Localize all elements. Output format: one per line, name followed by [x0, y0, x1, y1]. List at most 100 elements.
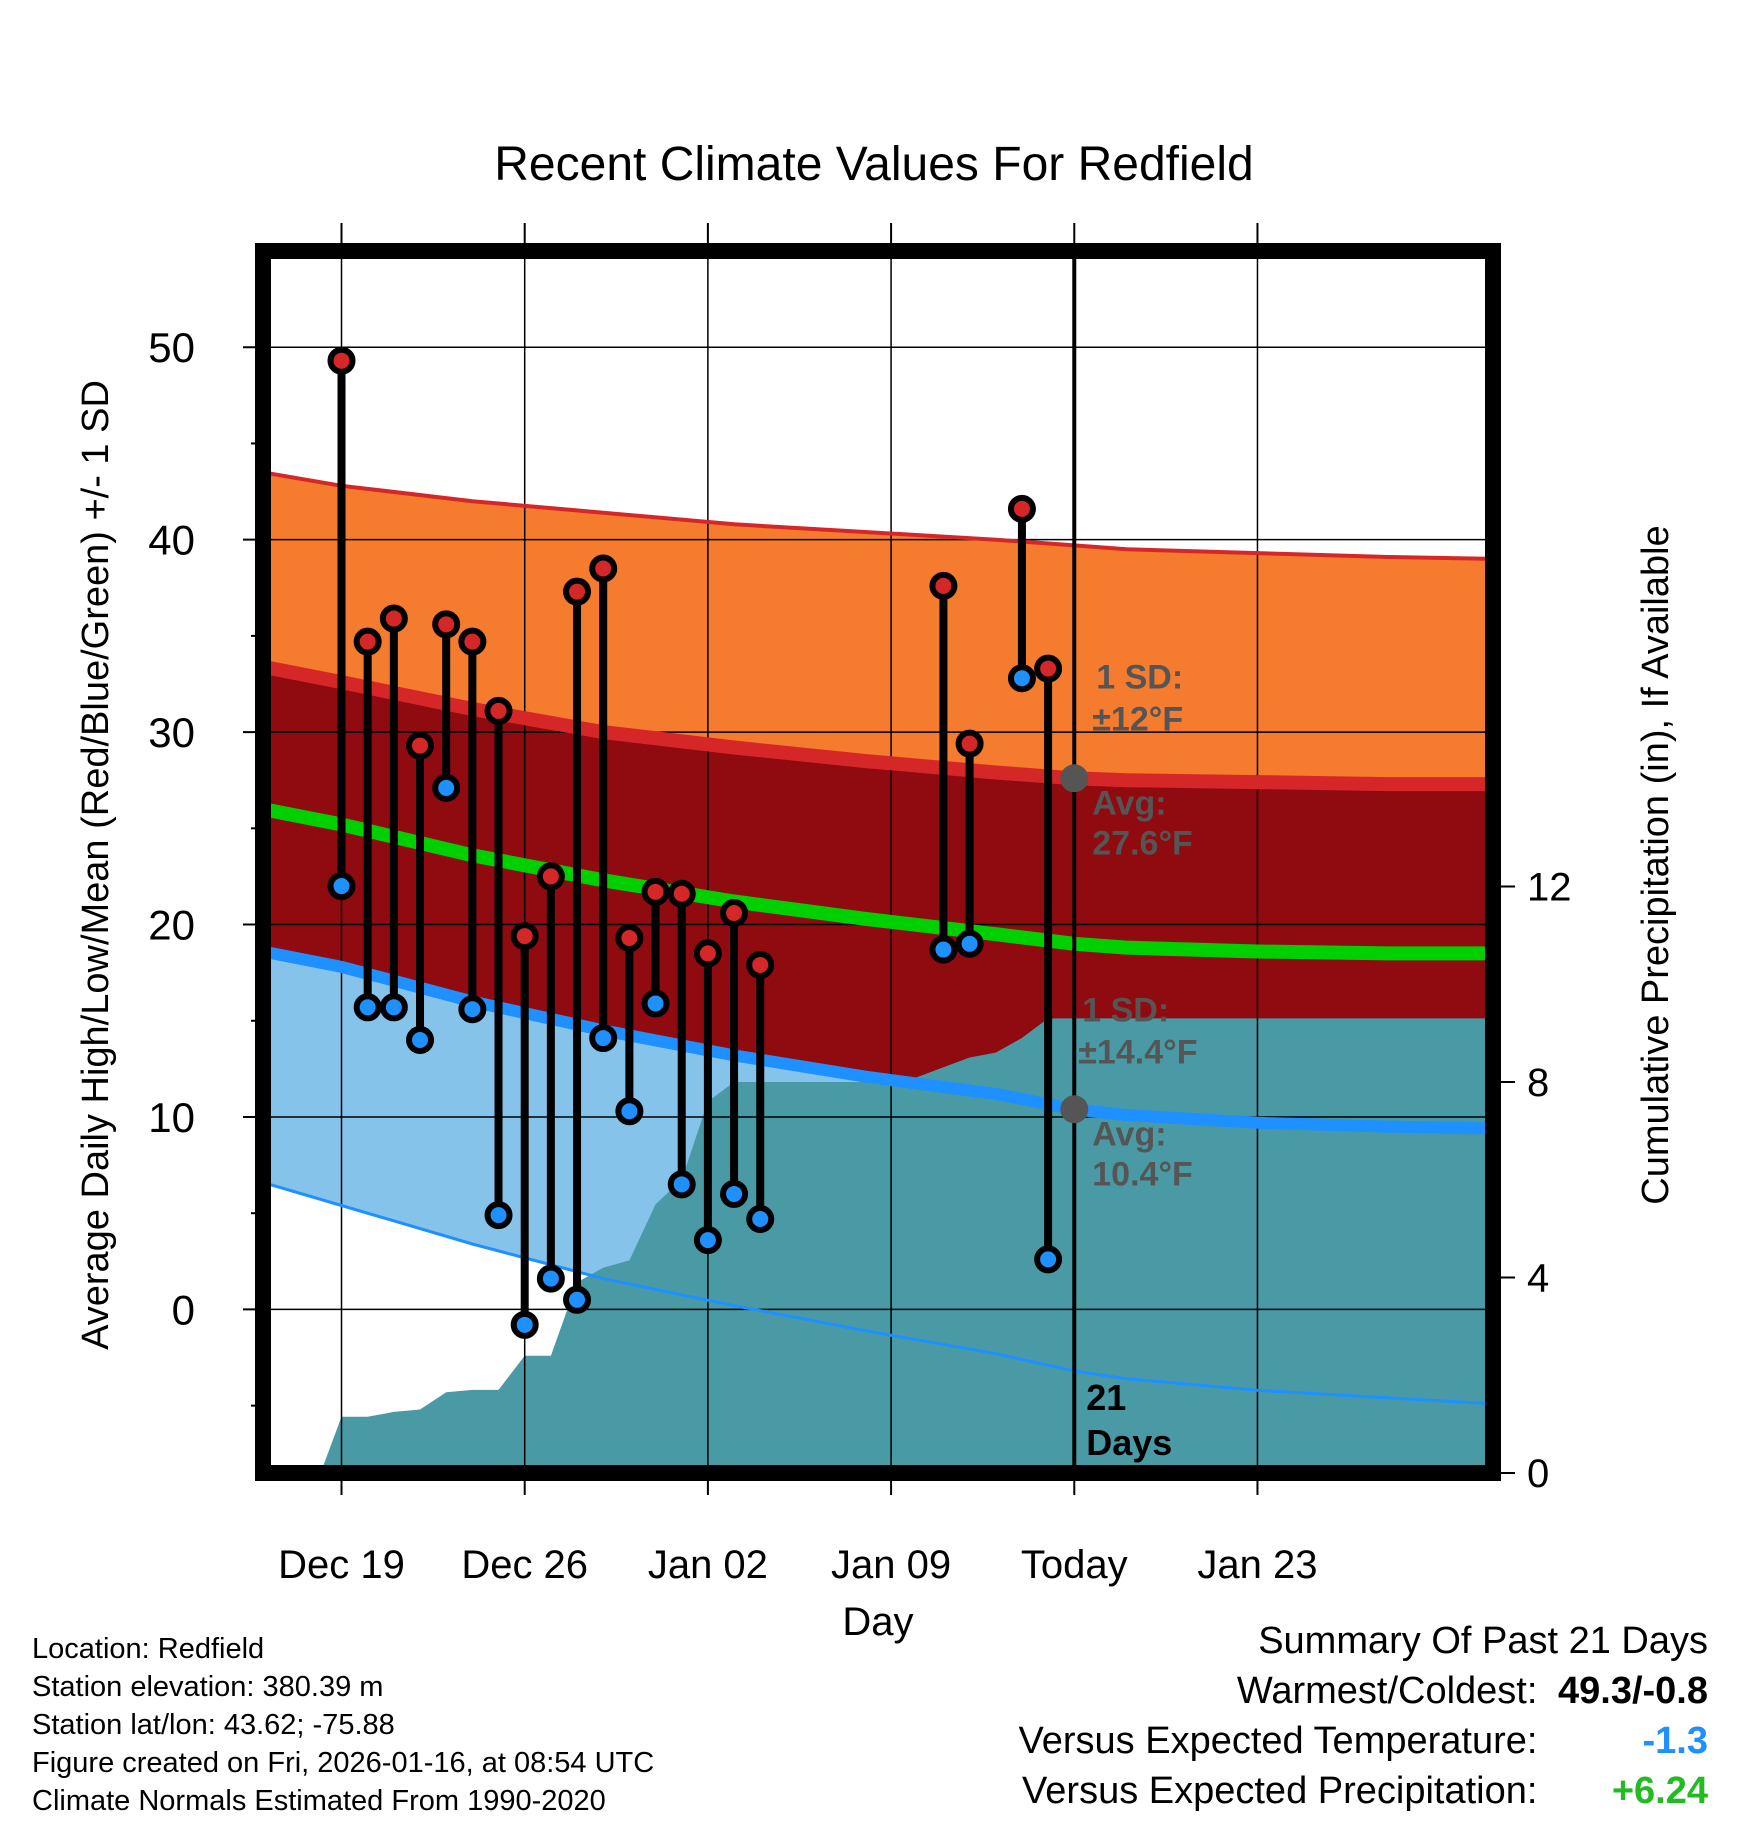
- summary-warmest-row: Warmest/Coldest: 49.3/-0.8: [1019, 1670, 1708, 1720]
- daily-low-point: [432, 773, 461, 802]
- daily-low-point: [615, 1097, 644, 1126]
- daily-high-point: [720, 898, 749, 927]
- plot-frame: [255, 243, 1501, 1481]
- sd-low-label: 1 SD:: [1082, 991, 1169, 1029]
- x-tick-label: Dec 19: [278, 1543, 405, 1587]
- y2-tick-label: 8: [1527, 1061, 1549, 1105]
- y-tick-label: 30: [148, 709, 195, 756]
- temp-value: -1.3: [1642, 1720, 1708, 1762]
- plot-area: [263, 251, 1493, 1473]
- x-tick-label: Dec 26: [461, 1543, 588, 1587]
- daily-high-point: [432, 610, 461, 639]
- sd-high-value: ±12°F: [1092, 700, 1183, 738]
- normal-high-line: [263, 659, 1493, 792]
- y-axis-label: Average Daily High/Low/Mean (Red/Blue/Gr…: [75, 380, 117, 1350]
- summary-precip-row: Versus Expected Precipitation: +6.24: [1019, 1770, 1708, 1820]
- normal-mean-line: [263, 802, 1493, 961]
- x-tick-label: Jan 09: [831, 1543, 951, 1587]
- daily-high-point: [563, 577, 592, 606]
- daily-high-point: [458, 627, 487, 656]
- location-text: Location: Redfield: [32, 1633, 265, 1665]
- chart-title: Recent Climate Values For Redfield: [494, 138, 1253, 191]
- avg-low-marker: [1060, 1095, 1089, 1124]
- station-info: Location: Redfield Station elevation: 38…: [32, 1630, 654, 1820]
- precip-value: +6.24: [1611, 1770, 1708, 1812]
- daily-low-point: [510, 1310, 539, 1339]
- daily-low-point: [563, 1285, 592, 1314]
- y-tick-label: 20: [148, 902, 195, 949]
- warmest-value: 49.3/-0.8: [1558, 1670, 1708, 1712]
- avg-high-label: Avg:: [1092, 784, 1166, 822]
- daily-high-point: [641, 877, 670, 906]
- daily-low-point: [536, 1264, 565, 1293]
- daily-low-point: [484, 1201, 513, 1230]
- precip-area: [320, 1018, 1493, 1473]
- daily-high-point: [955, 729, 984, 758]
- daily-low-point: [667, 1170, 696, 1199]
- daily-low-point: [641, 989, 670, 1018]
- latlon-text: Station lat/lon: 43.62; -75.88: [32, 1709, 395, 1741]
- daily-high-point: [536, 862, 565, 891]
- daily-low-point: [955, 929, 984, 958]
- daily-low-point: [458, 995, 487, 1024]
- x-tick-label: Jan 02: [648, 1543, 768, 1587]
- y2-tick-label: 4: [1527, 1256, 1549, 1300]
- warmest-label: Warmest/Coldest:: [1236, 1670, 1538, 1712]
- daily-high-point: [615, 924, 644, 953]
- daily-low-point: [746, 1204, 775, 1233]
- daily-high-point: [589, 554, 618, 583]
- x-axis-label: Day: [842, 1600, 913, 1644]
- low-sd-lower-line: [263, 1180, 1493, 1406]
- y2-tick-label: 0: [1527, 1452, 1549, 1496]
- daily-high-point: [1007, 494, 1036, 523]
- avg-low-label: Avg:: [1092, 1115, 1166, 1153]
- axes: 0 10 20 30 40 50 0 4 8 12 Dec 19 Dec 26 Jan 02 Jan 09…: [148, 223, 1572, 1587]
- daily-high-point: [510, 922, 539, 951]
- sd-low-value: ±14.4°F: [1078, 1033, 1197, 1071]
- daily-low-point: [353, 993, 382, 1022]
- daily-low-point: [720, 1179, 749, 1208]
- x-tick-label: Today: [1021, 1543, 1128, 1587]
- avg-high-value: 27.6°F: [1092, 824, 1193, 862]
- x-tick-label: Jan 23: [1197, 1543, 1317, 1587]
- elevation-text: Station elevation: 380.39 m: [32, 1671, 384, 1703]
- daily-low-point: [327, 872, 356, 901]
- normal-low-line: [263, 945, 1493, 1135]
- daily-low-point: [1034, 1245, 1063, 1274]
- daily-high-point: [379, 604, 408, 633]
- y2-tick-label: 12: [1527, 865, 1572, 909]
- daily-high-point: [667, 879, 696, 908]
- daily-high-point: [1034, 654, 1063, 683]
- y-tick-label: 40: [148, 517, 195, 564]
- y-tick-label: 10: [148, 1094, 195, 1141]
- daily-high-point: [406, 731, 435, 760]
- daily-low-point: [1007, 664, 1036, 693]
- days-unit-label: Days: [1086, 1422, 1172, 1463]
- y2-axis-label: Cumulative Precipitation (in), If Availa…: [1635, 525, 1677, 1204]
- summary-temp-row: Versus Expected Temperature: -1.3: [1019, 1720, 1708, 1770]
- daily-high-point: [484, 696, 513, 725]
- daily-high-point: [353, 627, 382, 656]
- daily-high-point: [693, 939, 722, 968]
- daily-low-point: [406, 1026, 435, 1055]
- created-text: Figure created on Fri, 2026-01-16, at 08…: [32, 1747, 655, 1779]
- daily-high-point: [746, 950, 775, 979]
- daily-high-point: [327, 346, 356, 375]
- days-count-label: 21: [1086, 1377, 1126, 1418]
- high-sd-upper-line: [263, 470, 1493, 561]
- daily-low-point: [693, 1226, 722, 1255]
- sd-high-label: 1 SD:: [1096, 658, 1183, 696]
- temp-label: Versus Expected Temperature:: [1018, 1720, 1538, 1762]
- daily-low-point: [589, 1024, 618, 1053]
- daily-high-point: [929, 571, 958, 600]
- daily-low-point: [929, 935, 958, 964]
- avg-low-value: 10.4°F: [1092, 1155, 1193, 1193]
- normals-text: Climate Normals Estimated From 1990-2020: [32, 1785, 606, 1817]
- precip-label: Versus Expected Precipitation:: [1022, 1770, 1538, 1812]
- summary-panel: Summary Of Past 21 Days Warmest/Coldest:…: [1019, 1620, 1708, 1820]
- daily-low-point: [379, 993, 408, 1022]
- summary-title: Summary Of Past 21 Days: [1258, 1620, 1708, 1662]
- y-tick-label: 50: [148, 324, 195, 371]
